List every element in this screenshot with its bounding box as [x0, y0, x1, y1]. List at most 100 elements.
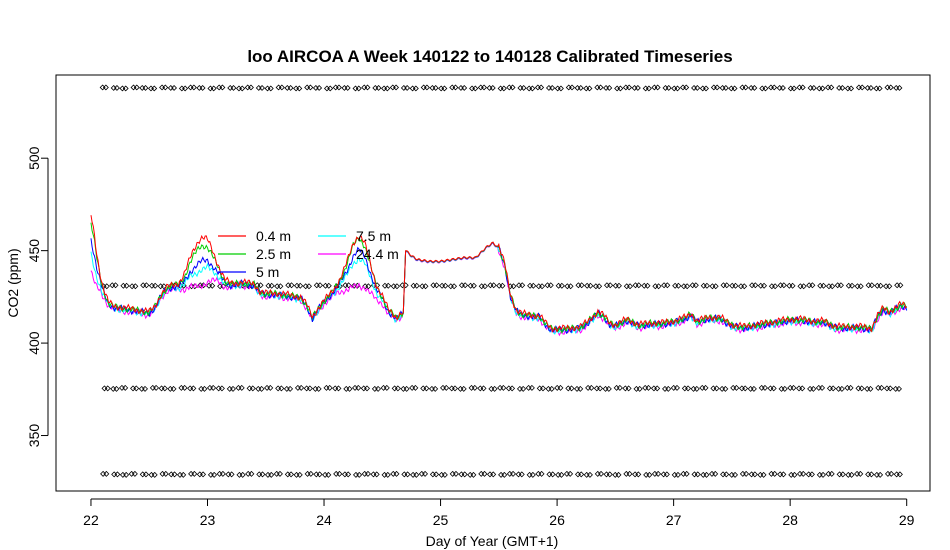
reference-marker — [103, 283, 110, 290]
reference-marker — [810, 84, 817, 91]
reference-marker — [499, 282, 506, 289]
reference-marker — [170, 385, 177, 392]
reference-marker — [452, 470, 459, 477]
reference-marker — [375, 84, 382, 91]
reference-marker — [470, 471, 477, 478]
reference-marker — [663, 471, 670, 478]
reference-marker — [779, 84, 786, 91]
reference-marker — [143, 282, 150, 289]
reference-markers — [99, 84, 904, 478]
reference-marker — [103, 470, 110, 477]
reference-marker — [346, 385, 353, 392]
reference-marker — [819, 384, 826, 391]
reference-marker — [364, 385, 370, 392]
reference-marker — [365, 283, 372, 290]
reference-marker — [809, 282, 816, 289]
reference-marker — [345, 282, 352, 289]
reference-marker — [452, 385, 458, 392]
reference-marker — [567, 470, 574, 477]
reference-marker — [287, 385, 294, 392]
reference-marker — [239, 471, 246, 478]
reference-marker — [422, 470, 429, 477]
reference-marker — [858, 385, 865, 392]
reference-marker — [849, 282, 856, 289]
legend-label: 5 m — [256, 264, 279, 280]
reference-marker — [218, 385, 225, 392]
reference-marker — [298, 384, 305, 391]
reference-marker — [326, 384, 333, 391]
reference-marker — [540, 385, 546, 392]
reference-marker — [199, 84, 206, 91]
reference-marker — [558, 282, 565, 289]
reference-marker — [732, 282, 739, 289]
reference-marker — [462, 282, 469, 289]
reference-marker — [587, 282, 594, 289]
reference-marker — [742, 385, 749, 392]
reference-marker — [665, 385, 672, 392]
reference-marker — [248, 470, 255, 477]
reference-marker — [200, 471, 207, 478]
reference-marker — [238, 384, 245, 391]
plot-frame — [55, 74, 931, 492]
reference-marker — [306, 283, 312, 290]
x-tick-label: 23 — [200, 512, 216, 528]
reference-marker — [259, 471, 266, 478]
reference-marker — [762, 85, 769, 92]
reference-marker — [452, 84, 459, 91]
reference-marker — [393, 470, 400, 477]
reference-marker — [297, 282, 304, 289]
reference-marker — [799, 385, 806, 392]
reference-marker — [878, 384, 885, 391]
reference-marker — [393, 84, 400, 91]
reference-marker — [480, 385, 487, 392]
reference-marker — [547, 282, 554, 289]
reference-marker — [760, 471, 767, 478]
x-tick-label: 28 — [782, 512, 798, 528]
reference-marker — [181, 384, 188, 391]
reference-marker — [887, 385, 894, 392]
reference-marker — [123, 282, 130, 289]
reference-marker — [122, 85, 129, 92]
reference-marker — [443, 384, 450, 391]
reference-marker — [122, 384, 129, 391]
reference-marker — [344, 84, 351, 91]
reference-marker — [509, 84, 516, 91]
reference-marker — [577, 84, 584, 91]
reference-marker — [828, 470, 835, 477]
reference-marker — [501, 471, 508, 478]
reference-marker — [404, 84, 411, 91]
reference-marker — [171, 84, 178, 91]
reference-marker — [288, 471, 295, 478]
reference-marker — [800, 470, 807, 477]
reference-marker — [219, 470, 226, 477]
reference-marker — [742, 84, 749, 91]
reference-marker — [489, 84, 496, 91]
x-tick-label: 24 — [316, 512, 332, 528]
reference-marker — [558, 471, 565, 478]
reference-marker — [239, 85, 246, 92]
reference-marker — [306, 385, 313, 392]
reference-marker — [528, 384, 535, 391]
reference-marker — [722, 84, 729, 91]
reference-marker — [432, 84, 439, 91]
reference-marker — [838, 385, 845, 392]
reference-marker — [598, 470, 604, 477]
reference-marker — [364, 470, 371, 477]
reference-marker — [123, 471, 130, 478]
reference-marker — [375, 385, 382, 392]
reference-marker — [191, 470, 198, 477]
reference-marker — [230, 84, 237, 91]
reference-marker — [491, 385, 498, 392]
reference-marker — [519, 282, 526, 289]
reference-marker — [752, 282, 759, 289]
reference-marker — [151, 85, 158, 92]
reference-marker — [461, 84, 468, 91]
reference-marker — [847, 384, 854, 391]
reference-marker — [617, 85, 624, 92]
reference-marker — [190, 385, 197, 392]
reference-marker — [490, 282, 497, 289]
reference-marker — [615, 471, 622, 478]
reference-marker — [712, 470, 719, 477]
reference-marker — [510, 470, 517, 477]
reference-marker — [162, 84, 169, 91]
